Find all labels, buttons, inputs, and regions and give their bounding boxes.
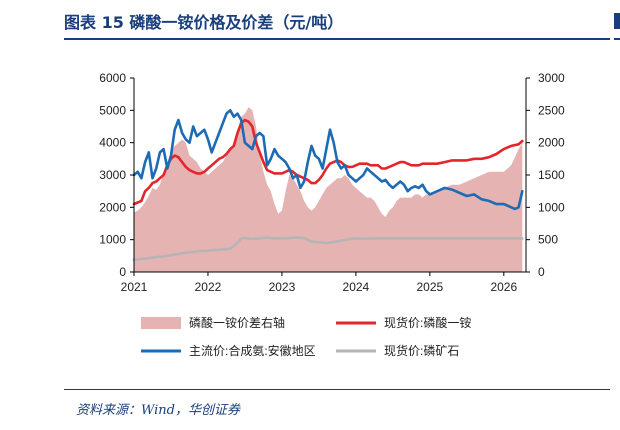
series-line-phosphate-rock [132, 236, 524, 262]
source-note: 资料来源：Wind，华创证券 [76, 403, 240, 418]
y-right-tick-label: 0 [538, 265, 545, 279]
x-tick-label: 2024 [343, 280, 370, 294]
x-tick-label: 2025 [416, 280, 443, 294]
adjacent-figure-edge-rule [614, 38, 620, 40]
legend-item-spread-label: 磷酸一铵价差右轴 [189, 315, 285, 330]
y-left-tick-label: 0 [119, 265, 126, 279]
x-tick-label: 2026 [490, 280, 517, 294]
series-line-map-spot [132, 118, 524, 206]
title-rule [64, 38, 610, 40]
legend-item-map-spot-label: 现货价:磷酸一铵 [384, 315, 471, 330]
y-left-tick-label: 5000 [99, 103, 126, 117]
y-left-tick-label: 4000 [99, 136, 126, 150]
x-tick-label: 2022 [195, 280, 222, 294]
source-rule [64, 389, 610, 390]
y-right-tick-label: 500 [538, 233, 558, 247]
y-right-tick-label: 3000 [538, 71, 565, 85]
y-left-tick-label: 3000 [99, 168, 126, 182]
y-left-tick-label: 6000 [99, 71, 126, 85]
x-tick-label: 2021 [121, 280, 148, 294]
figure-title: 图表 15 磷酸一铵价格及价差（元/吨） [64, 13, 344, 32]
y-left-tick-label: 2000 [99, 200, 126, 214]
y-right-tick-label: 1500 [538, 168, 565, 182]
adjacent-figure-edge-mark [614, 13, 620, 29]
y-right-tick-label: 2000 [538, 136, 565, 150]
series-line-ammonia-anhui [132, 109, 524, 211]
y-right-tick-label: 2500 [538, 103, 565, 117]
legend-item-phosphate-rock-label: 现货价:磷矿石 [384, 343, 459, 358]
x-tick-label: 2023 [269, 280, 296, 294]
y-left-tick-label: 1000 [99, 233, 126, 247]
legend-item-spread-swatch [141, 317, 181, 329]
legend-item-ammonia-anhui-label: 主流价:合成氨:安徽地区 [189, 343, 316, 358]
y-right-tick-label: 1000 [538, 200, 565, 214]
